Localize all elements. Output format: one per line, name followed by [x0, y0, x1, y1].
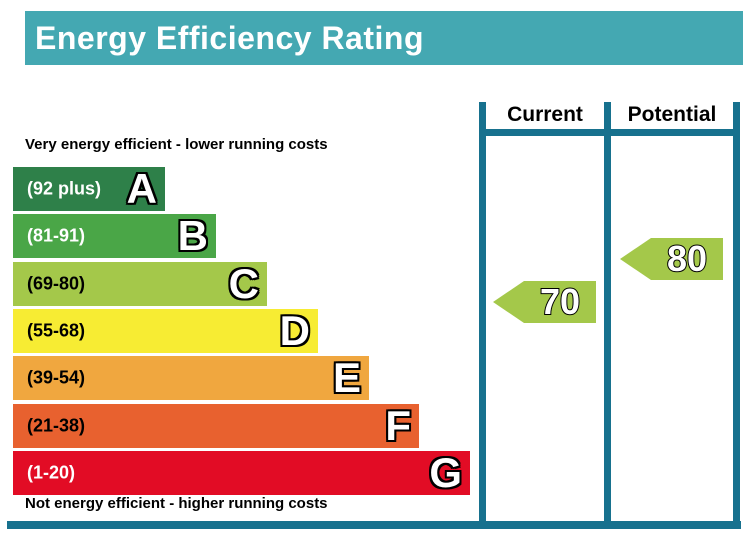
band-row-f: (21-38) F — [13, 404, 419, 448]
band-row-c: (69-80) C — [13, 262, 267, 306]
band-letter: F — [385, 402, 411, 449]
bottom-border-line — [7, 521, 741, 529]
band-range-label: (21-38) — [27, 415, 86, 436]
band-letter: B — [177, 212, 208, 259]
band-letter: A — [126, 165, 157, 212]
band-row-a: (92 plus) A — [13, 167, 165, 211]
current-rating-value: 70 — [540, 281, 580, 322]
potential-rating-value: 80 — [667, 238, 707, 279]
header-separator-line — [479, 129, 740, 136]
potential-arrow-shape — [620, 238, 723, 280]
potential-column-header: Potential — [627, 103, 717, 126]
band-row-e: (39-54) E — [13, 356, 369, 400]
band-row-g: (1-20) G — [13, 451, 470, 495]
band-row-d: (55-68) D — [13, 309, 318, 353]
band-range-label: (1-20) — [27, 462, 76, 483]
title-bar: Energy Efficiency Rating — [25, 11, 743, 65]
current-arrow-shape — [493, 281, 596, 323]
current-column-header: Current — [507, 103, 583, 126]
bottom-caption: Not energy efficient - higher running co… — [25, 495, 328, 512]
band-letter: D — [279, 307, 310, 354]
band-range-label: (81-91) — [27, 225, 86, 246]
band-letter: C — [228, 260, 259, 307]
column-divider-line — [604, 102, 611, 529]
top-caption: Very energy efficient - lower running co… — [25, 136, 328, 153]
band-letter: E — [332, 354, 361, 401]
page-title: Energy Efficiency Rating — [35, 19, 424, 56]
potential-rating-arrow: 80 — [620, 237, 723, 280]
current-rating-arrow: 70 — [493, 280, 596, 323]
band-range-label: (69-80) — [27, 273, 86, 294]
band-row-b: (81-91) B — [13, 214, 216, 258]
band-letter: G — [429, 449, 462, 496]
current-column-left-line — [479, 102, 486, 529]
band-range-label: (39-54) — [27, 367, 86, 388]
band-range-label: (55-68) — [27, 320, 86, 341]
potential-column-right-line — [733, 102, 740, 529]
band-range-label: (92 plus) — [27, 178, 102, 199]
